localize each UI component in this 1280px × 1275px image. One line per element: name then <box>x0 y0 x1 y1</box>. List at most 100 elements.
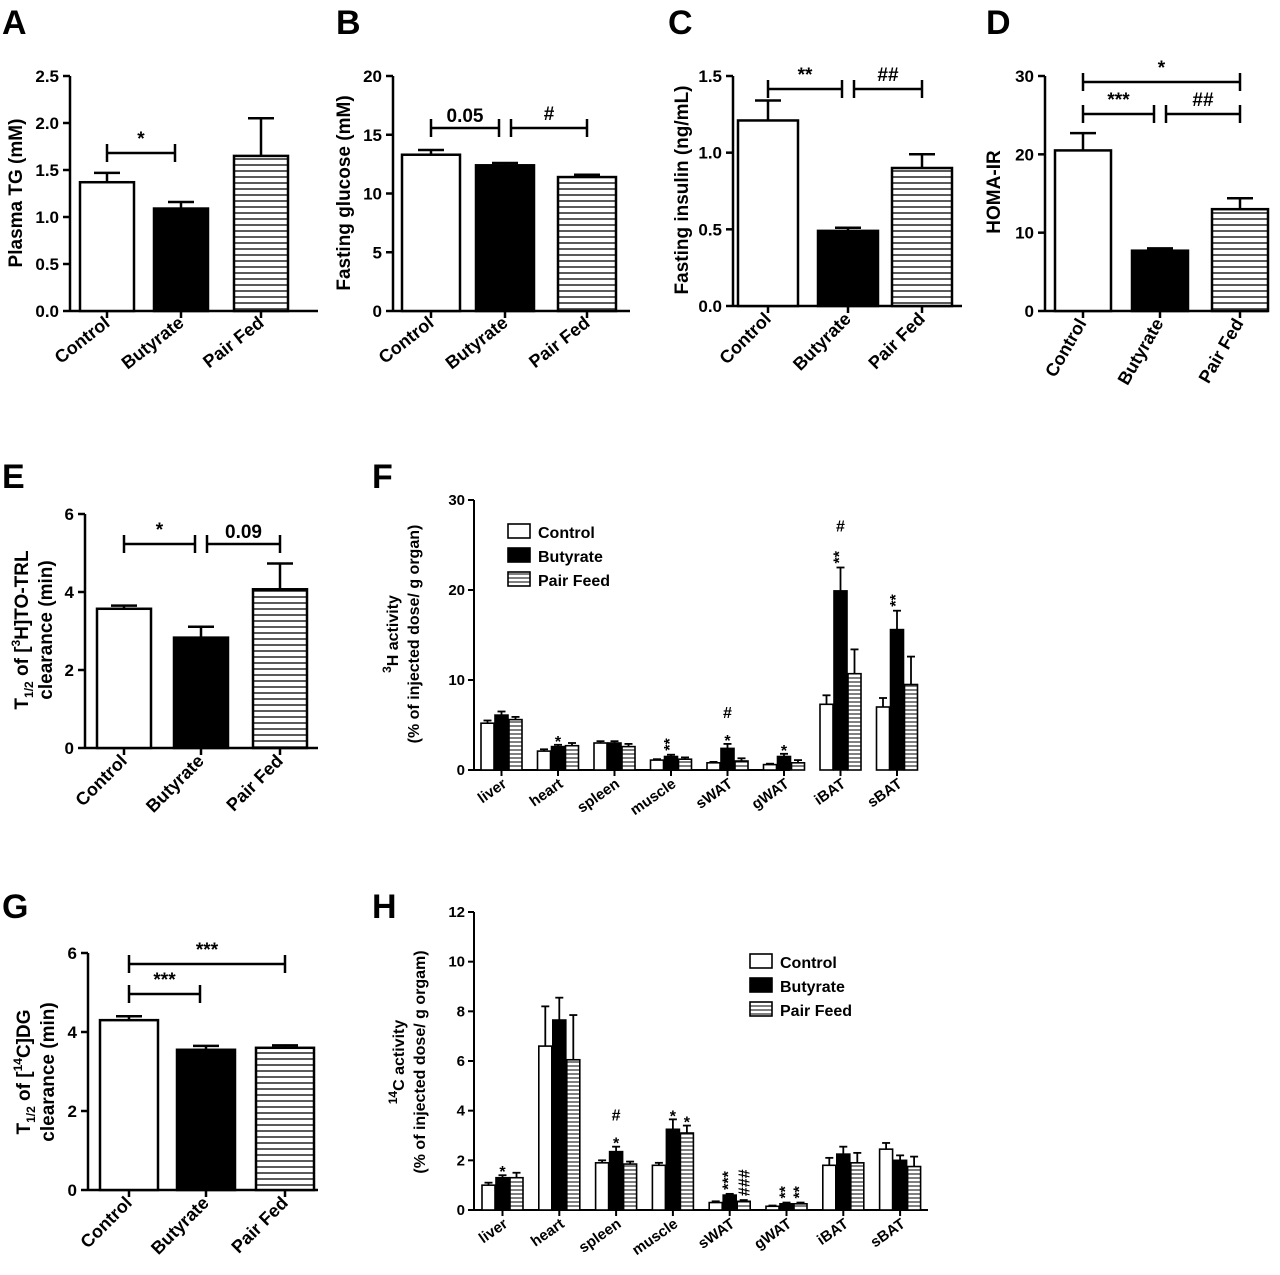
panel-d-x-tick-label: Pair Fed <box>1195 315 1248 387</box>
panel-h-legend-label: Pair Feed <box>780 1003 852 1020</box>
panel-h-significance-label: * <box>670 1108 677 1125</box>
panel-h-bar-butyrate-swat <box>722 1194 738 1211</box>
panel-g-significance-label: *** <box>196 940 219 961</box>
panel-f-y-axis-label: 3H activity (% of injected dose/ g organ… <box>380 525 423 744</box>
panel-f-significance-label: ** <box>888 593 905 606</box>
panel-f-bar-control-liver <box>480 722 495 771</box>
panel-f-significance-label: # <box>723 705 732 722</box>
panel-a-y-tick-label: 1.0 <box>35 208 59 227</box>
panel-c-x-tick-label: Butyrate <box>789 309 855 375</box>
panel-h-legend-swatch-control <box>749 953 773 969</box>
panel-g-x-tick-label: Control <box>76 1193 135 1252</box>
panel-g-y-tick-label: 6 <box>68 944 77 963</box>
panel-c-bar-pair-fed <box>890 166 954 308</box>
panel-h-y-tick-label: 10 <box>448 954 465 971</box>
panel-a-y-axis-label: Plasma TG (mM) <box>6 119 27 268</box>
panel-h-significance-label: * <box>613 1136 620 1153</box>
panel-h-bar-butyrate-spleen <box>608 1150 624 1211</box>
panel-h-y-tick-label: 4 <box>457 1103 466 1120</box>
panel-g-bar-pair-fed <box>254 1046 316 1192</box>
panel-b-y-tick-label: 20 <box>363 67 382 86</box>
panel-a-x-tick-label: Control <box>51 312 114 367</box>
panel-a-letter: A <box>2 4 27 42</box>
panel-f-bar-pair-feed-sbat <box>903 683 919 771</box>
panel-h-bar-butyrate-muscle <box>665 1128 681 1211</box>
panel-h-x-tick-label: muscle <box>629 1215 681 1259</box>
panel-a-y-tick-label: 2.5 <box>35 67 59 86</box>
panel-c-bar-control <box>736 119 800 308</box>
panel-c-y-tick-label: 0.5 <box>698 220 722 239</box>
panel-f-legend-swatch-pair-feed <box>507 571 531 587</box>
panel-h-significance-label: ### <box>737 1169 754 1196</box>
panel-h-y-axis-label: 14C activity (% of injected dose/ g orga… <box>386 950 429 1173</box>
panel-h-legend-swatch-butyrate <box>749 977 773 993</box>
panel-f-x-tick-label: spleen <box>574 775 623 816</box>
panel-h-x-tick-label: liver <box>476 1215 511 1247</box>
panel-h-bar-control-muscle <box>651 1164 667 1211</box>
panel-c-bar-butyrate <box>816 229 880 308</box>
panel-g-y-axis-label: T1/2 of [14C]DG clearance (min) <box>11 1002 59 1141</box>
panel-f-bar-pair-feed-swat <box>734 760 749 771</box>
panel-b-bar-butyrate <box>474 164 536 313</box>
panel-a-y-tick-label: 0.0 <box>35 302 59 321</box>
panel-g-bar-control <box>98 1018 160 1192</box>
panel-b-significance-label: # <box>544 104 555 125</box>
panel-h-bar-butyrate-sbat <box>892 1159 908 1211</box>
panel-c-y-tick-label: 0.0 <box>698 297 722 316</box>
panel-d-significance-label: ## <box>1192 90 1214 111</box>
panel-f-significance-label: * <box>781 743 788 760</box>
panel-f-bar-pair-feed-gwat <box>790 761 806 771</box>
panel-b-letter: B <box>336 4 361 42</box>
panel-c-y-axis-label: Fasting insulin (ng/mL) <box>672 86 693 295</box>
panel-d-y-axis-label: HOMA-IR <box>984 150 1005 234</box>
panel-d-y-tick-label: 10 <box>1015 224 1034 243</box>
panel-f-y-tick-label: 30 <box>448 492 465 509</box>
panel-f-x-tick-label: gWAT <box>749 775 793 813</box>
panel-h-bar-control-ibat <box>821 1164 837 1211</box>
panel-c-y-tick-label: 1.5 <box>698 67 722 86</box>
panel-h-chart: H 14C activity (% of injected dose/ g or… <box>372 888 928 1259</box>
panel-f-bar-control-sbat <box>875 706 891 771</box>
panel-f-bar-butyrate-swat <box>720 747 735 771</box>
panel-f-legend-label: Pair Feed <box>538 573 610 590</box>
panel-h-significance-label: ** <box>778 1185 795 1198</box>
panel-a-significance-label: * <box>137 129 145 150</box>
panel-f-bar-butyrate-spleen <box>607 742 622 771</box>
panel-d-letter: D <box>986 4 1011 42</box>
panel-h-bar-control-gwat <box>765 1205 780 1211</box>
panel-f-x-tick-label: iBAT <box>811 775 849 808</box>
panel-h-y-tick-label: 6 <box>457 1053 465 1070</box>
panel-d-x-tick-label: Control <box>1041 315 1090 380</box>
panel-h-bar-pair-feed-ibat <box>849 1162 865 1211</box>
panel-f-bar-butyrate-liver <box>494 714 509 771</box>
panel-f-bar-pair-feed-spleen <box>621 745 636 771</box>
panel-h-x-tick-label: iBAT <box>814 1215 852 1248</box>
panel-h-bar-pair-feed-sbat <box>906 1165 922 1211</box>
panel-f-significance-label: * <box>724 733 731 750</box>
panel-f-y-tick-label: 20 <box>448 582 465 599</box>
panel-h-y-tick-label: 0 <box>457 1202 465 1219</box>
panel-f-bar-pair-feed-ibat <box>847 672 862 771</box>
panel-e-y-tick-label: 6 <box>65 505 74 524</box>
panel-h-bar-control-heart <box>537 1045 553 1211</box>
panel-f-legend-swatch-butyrate <box>507 547 531 563</box>
panel-f-y-tick-label: 10 <box>448 672 465 689</box>
panel-h-bar-pair-feed-gwat <box>793 1202 808 1211</box>
panel-h-y-tick-label: 2 <box>457 1152 465 1169</box>
panel-h-bar-control-spleen <box>594 1162 610 1211</box>
panel-h-bar-butyrate-liver <box>495 1176 510 1211</box>
panel-f-legend-label: Butyrate <box>538 549 603 566</box>
panel-f-bar-butyrate-gwat <box>776 755 792 771</box>
svg-text:T1/2 of [3H]TO-TRL: T1/2 of [3H]TO-TRL <box>9 550 36 710</box>
panel-b-x-tick-label: Butyrate <box>442 312 512 373</box>
panel-h-y-tick-label: 8 <box>457 1003 465 1020</box>
panel-f-significance-label: ** <box>662 737 679 750</box>
panel-f-bar-pair-feed-heart <box>564 744 580 771</box>
panel-a-chart: A Plasma TG (mM) 0.0 0.5 1.0 1.5 2.0 2.5 Contr… <box>2 4 318 373</box>
panel-a-y-tick-label: 0.5 <box>35 255 59 274</box>
panel-b-chart: B Fasting glucose (mM) 0 5 10 15 20 Control Bu… <box>334 4 630 373</box>
panel-d-y-tick-label: 0 <box>1025 302 1034 321</box>
svg-text:3H activity: 3H activity <box>380 595 402 673</box>
panel-d-chart: D HOMA-IR 0 10 20 30 Control Butyrate Pair Fed… <box>984 4 1270 388</box>
